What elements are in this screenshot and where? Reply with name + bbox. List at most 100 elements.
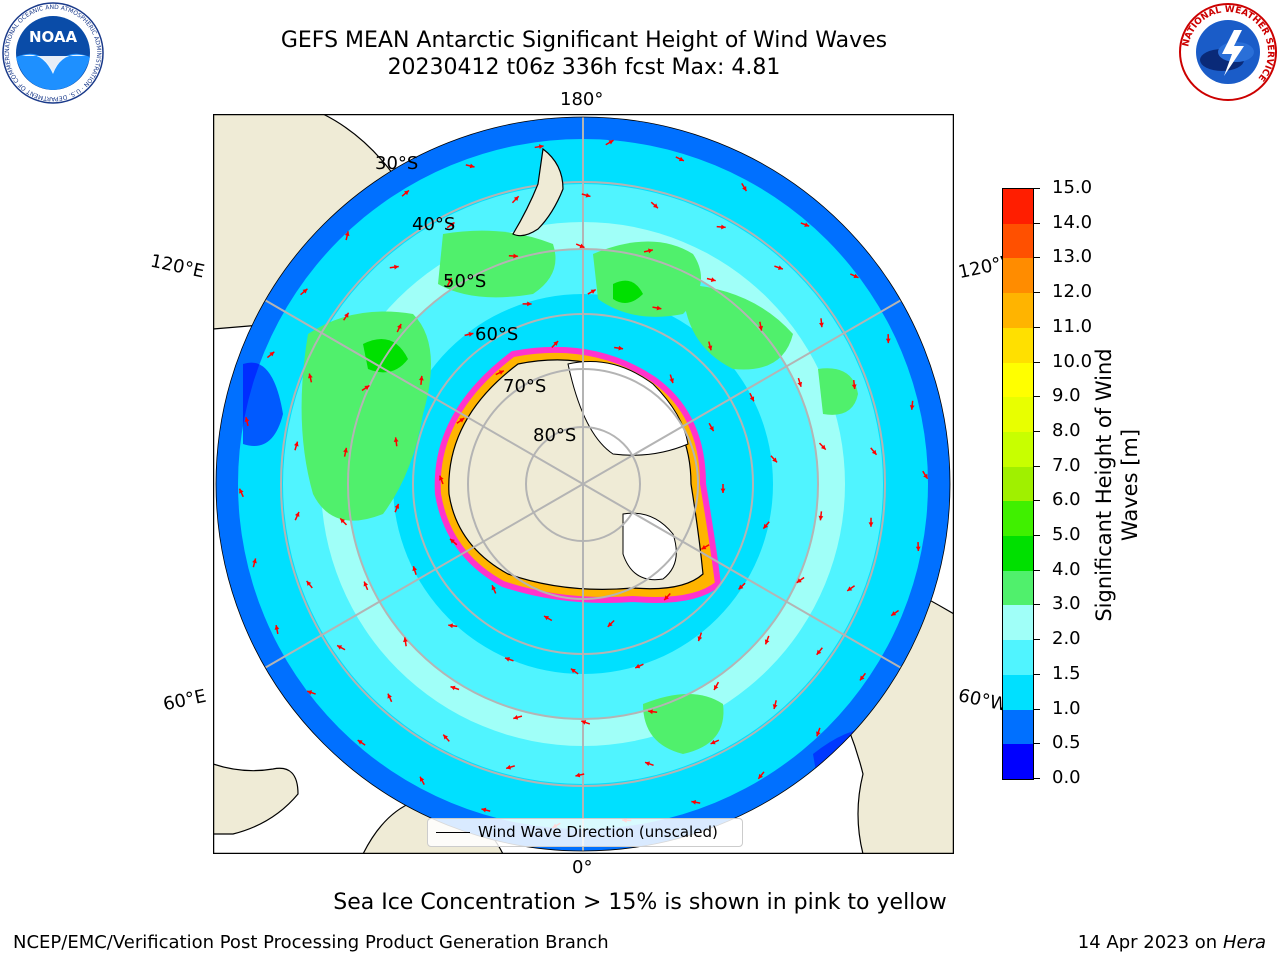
wave-arrow-head <box>449 222 455 228</box>
noaa-text: NOAA <box>29 28 78 46</box>
colorbar-band <box>1003 257 1033 294</box>
wave-arrow-head <box>909 405 915 410</box>
wave-arrow-head <box>710 739 716 745</box>
wave-arrow-head <box>544 616 550 621</box>
colorbar-tick-label: 0.5 <box>1052 732 1081 754</box>
lat-label-30s: 30°S <box>375 153 418 174</box>
wave-arrow-head <box>758 773 763 779</box>
colorbar-tick <box>1034 465 1040 467</box>
colorbar-band <box>1003 223 1033 259</box>
wave-arrow-head <box>816 731 821 737</box>
colorbar-tick <box>1034 673 1040 675</box>
wave-arrow-head <box>653 203 658 209</box>
wave-arrow-head <box>244 417 250 422</box>
wave-arrow-head <box>701 544 707 550</box>
colorbar-tick-label: 5.0 <box>1052 524 1081 546</box>
wave-arrow-head <box>344 231 350 237</box>
wave-arrow-head <box>538 144 544 150</box>
wave-arrow-head <box>575 772 581 778</box>
wave-arrow-head <box>308 373 313 379</box>
chart-subtitle: 20230412 t06z 336h fcst Max: 4.81 <box>387 55 781 80</box>
wave-arrow-head <box>419 776 425 782</box>
colorbar-band <box>1003 466 1033 502</box>
wave-arrow-head <box>403 637 408 643</box>
wave-arrow-head <box>513 715 519 720</box>
nws-logo: NATIONAL WEATHER SERVICE <box>1179 3 1277 101</box>
colorbar-tick <box>1034 569 1040 571</box>
colorbar-tick <box>1034 361 1040 363</box>
wave-arrow-head <box>923 473 928 479</box>
wave-arrow-head <box>274 625 280 630</box>
wave-arrow-head <box>450 685 456 691</box>
wave-arrow-head <box>439 475 444 481</box>
wave-arrow-head <box>608 140 614 145</box>
wave-arrow-head <box>397 323 402 329</box>
wave-arrow-head <box>293 441 299 447</box>
wave-arrow-head <box>498 370 504 375</box>
colorbar <box>1002 188 1034 780</box>
wave-arrow-head <box>635 663 641 669</box>
wave-arrow-head <box>581 720 587 725</box>
new-zealand-land <box>512 147 564 237</box>
wave-arrow-head <box>590 289 596 294</box>
colorbar-tick-label: 13.0 <box>1052 246 1093 268</box>
wave-arrow-head <box>364 385 370 390</box>
wave-arrow-head <box>859 675 865 681</box>
wave-arrow-head <box>804 222 810 227</box>
wave-direction-arrows <box>238 139 929 829</box>
wave-arrow-head <box>393 437 399 443</box>
colorbar-tick <box>1034 639 1040 641</box>
wave-arrow-head <box>553 341 559 346</box>
wave-arrow-head <box>851 384 857 389</box>
wave-arrow-head <box>585 192 591 198</box>
colorbar-tick-label: 0.0 <box>1052 767 1081 788</box>
lat-label-80s: 80°S <box>533 425 576 446</box>
wave-arrow-head <box>506 764 512 770</box>
colorbar-tick <box>1034 430 1040 432</box>
colorbar-tick <box>1034 535 1040 537</box>
colorbar-tick <box>1034 708 1040 710</box>
chart-title: GEFS MEAN Antarctic Significant Height o… <box>280 28 888 53</box>
colorbar-band <box>1003 500 1033 537</box>
colorbar-title-line2: Waves [m] <box>1118 428 1142 542</box>
wave-arrow-head <box>343 447 348 453</box>
colorbar-tick-label: 15.0 <box>1052 177 1093 198</box>
colorbar-tick <box>1034 257 1040 259</box>
wave-arrow-head <box>340 518 346 524</box>
colorbar-tick <box>1034 188 1040 189</box>
date-stamp: 14 Apr 2023 on Hera <box>1078 932 1266 953</box>
colorbar-band <box>1003 362 1033 398</box>
ice-shelf <box>567 361 689 456</box>
colorbar-tick <box>1034 778 1040 779</box>
colorbar-band <box>1003 292 1033 328</box>
wave-arrow-head <box>513 196 519 202</box>
wave-arrow-head <box>491 585 497 591</box>
colorbar-title-line1: Significant Height of Wind <box>1092 348 1116 622</box>
wave-arrow-head <box>710 277 716 282</box>
wave-arrow-head <box>448 623 453 629</box>
wave-arrow-head <box>797 381 803 387</box>
wave-arrow-head <box>527 301 532 307</box>
wave-arrow-head <box>721 224 726 230</box>
wave-arrow-head <box>777 265 783 270</box>
wave-arrow-head <box>691 799 697 805</box>
wave-arrow-head <box>418 375 424 381</box>
wave-arrow-head <box>468 332 474 337</box>
wave-arrow-head <box>885 338 891 344</box>
colorbar-band <box>1003 604 1033 641</box>
colorbar-tick-label: 3.0 <box>1052 593 1081 615</box>
colorbar-tick <box>1034 396 1040 398</box>
colorbar-tick-label: 9.0 <box>1052 385 1081 407</box>
wave-arrow-head <box>707 345 713 351</box>
colorbar-tick-label: 14.0 <box>1052 211 1093 233</box>
wave-arrow-head <box>758 325 764 331</box>
colorbar-band <box>1003 327 1033 363</box>
colorbar-band <box>1003 188 1033 224</box>
lat-label-40s: 40°S <box>412 214 455 235</box>
wave-arrow-head <box>252 558 257 564</box>
wave-patch <box>818 368 858 415</box>
wave-arrow-head <box>891 611 897 616</box>
wave-arrow-head <box>664 595 669 601</box>
colorbar-tick-label: 1.0 <box>1052 697 1081 719</box>
colorbar-tick <box>1034 604 1040 606</box>
